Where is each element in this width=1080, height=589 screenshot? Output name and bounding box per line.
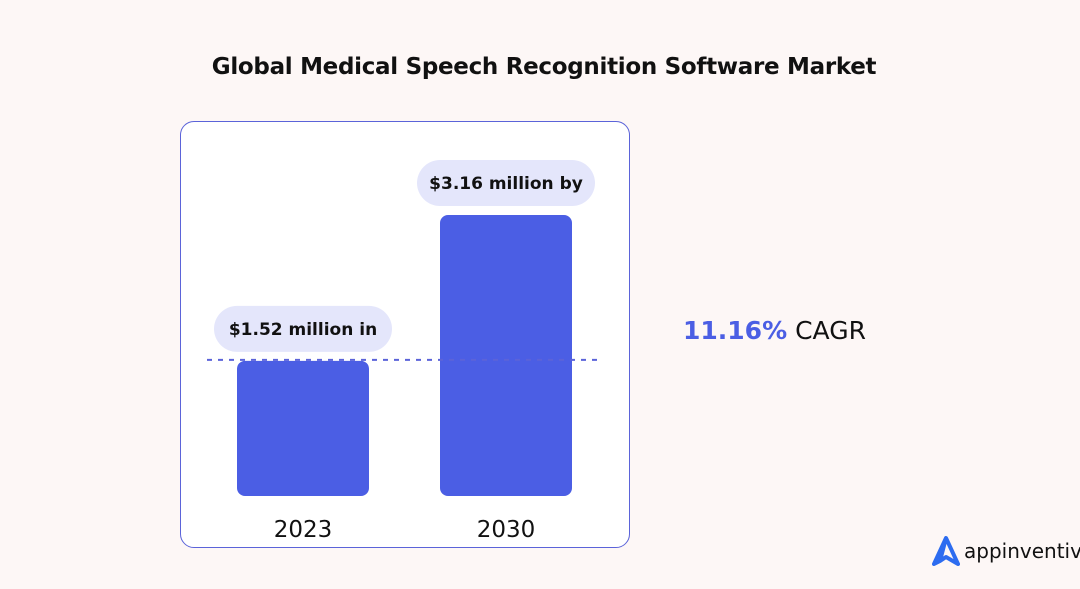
x-tick-label: 2030 (477, 517, 536, 543)
cagr-annotation: 11.16% CAGR (683, 316, 866, 345)
cagr-value: 11.16% (683, 316, 788, 345)
bar-2023 (237, 360, 369, 496)
chart-title: Global Medical Speech Recognition Softwa… (211, 54, 877, 80)
appinventiv-logo: appinventiv (932, 536, 1080, 566)
cagr-label: CAGR (795, 316, 866, 345)
data-label-pill (417, 160, 595, 206)
brand-name: appinventiv (964, 539, 1080, 563)
bar-2030 (440, 215, 572, 496)
data-label: $3.16 million by (429, 174, 583, 194)
data-label-pill (214, 305, 392, 352)
appinventiv-logo-icon (932, 536, 960, 566)
data-label: $1.52 million in (229, 320, 377, 340)
x-tick-label: 2023 (274, 517, 333, 543)
